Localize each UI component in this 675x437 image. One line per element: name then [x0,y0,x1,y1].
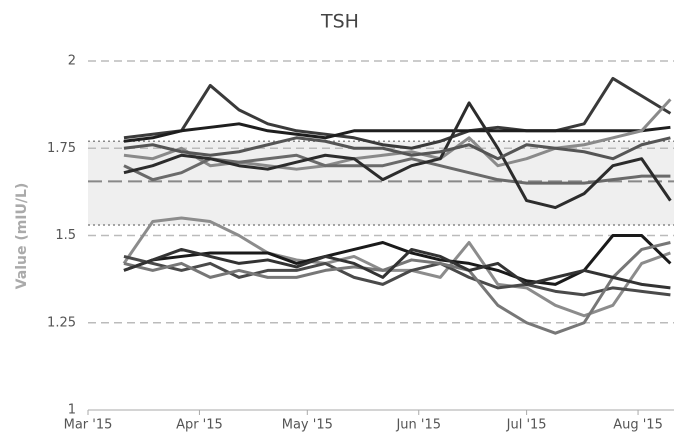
series-line [122,216,671,318]
y-tick-label: 1.75 [47,141,76,156]
chart-title: TSH [320,11,359,33]
series-line [123,122,671,143]
x-tick-label: Mar '15 [64,418,113,433]
series-line [123,98,672,171]
series-line [123,254,671,297]
x-tick-label: Jun '15 [395,418,441,433]
x-tick-label: May '15 [282,418,333,433]
y-tick-label: 2 [68,54,76,69]
series-line [123,247,671,290]
x-tick-label: Aug '15 [613,418,663,433]
x-tick-label: Jul '15 [506,418,547,433]
y-tick-label: 1 [68,403,76,418]
series-line [123,136,671,161]
y-tick-label: 1.25 [47,315,76,330]
series-line [123,76,672,150]
x-tick-label: Apr '15 [176,418,223,433]
y-axis-label: Value (mIU/L) [14,183,30,290]
y-tick-label: 1.5 [55,228,76,243]
series-line [123,101,672,210]
